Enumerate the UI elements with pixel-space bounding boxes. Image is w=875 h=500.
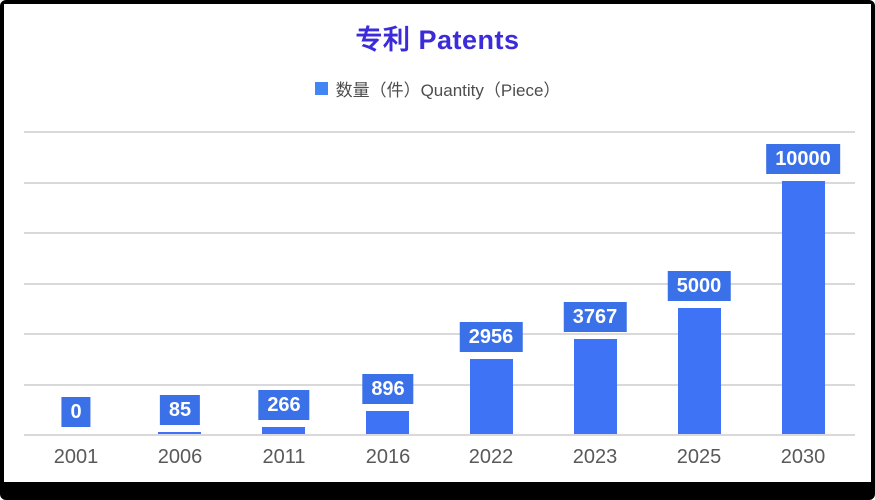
x-axis-label-2006: 2006 [157, 446, 203, 468]
chart-canvas: 专利 Patents 数量（件）Quantity（Piece） 0 2001 85 2… [4, 4, 871, 482]
bar-2025 [678, 308, 721, 434]
legend-label: 数量（件）Quantity（Piece） [335, 81, 561, 100]
value-label-2006: 85 [159, 395, 201, 425]
value-label-2001: 0 [61, 397, 91, 427]
x-axis-label-2001: 2001 [53, 446, 99, 468]
bar-2006 [158, 432, 201, 434]
x-axis-label-2030: 2030 [780, 446, 826, 468]
bar-2030 [782, 181, 825, 434]
gridline-6000 [24, 283, 855, 285]
gridline-12000 [24, 131, 855, 133]
chart-title: 专利 Patents [355, 25, 520, 55]
value-label-2025: 5000 [667, 271, 731, 301]
value-label-2022: 2956 [459, 322, 523, 352]
x-axis-label-2016: 2016 [365, 446, 411, 468]
bar-2022 [470, 359, 513, 434]
value-label-2011: 266 [258, 390, 310, 420]
gridline-4000 [24, 333, 855, 335]
legend: 数量（件）Quantity（Piece） [4, 76, 871, 101]
x-axis-label-2023: 2023 [572, 446, 618, 468]
x-axis-label-2011: 2011 [262, 446, 306, 468]
x-axis-label-2025: 2025 [676, 446, 722, 468]
bar-2011 [262, 427, 305, 434]
bar-2023 [574, 339, 617, 434]
gridline-10000 [24, 182, 855, 184]
value-label-2023: 3767 [563, 302, 627, 332]
gridline-2000 [24, 384, 855, 386]
value-label-2016: 896 [362, 374, 414, 404]
gridline-8000 [24, 232, 855, 234]
legend-swatch-icon [314, 82, 328, 95]
x-axis-label-2022: 2022 [468, 446, 514, 468]
value-label-2030: 10000 [766, 144, 840, 174]
bar-2016 [366, 411, 409, 434]
gridline-0 [24, 434, 855, 436]
